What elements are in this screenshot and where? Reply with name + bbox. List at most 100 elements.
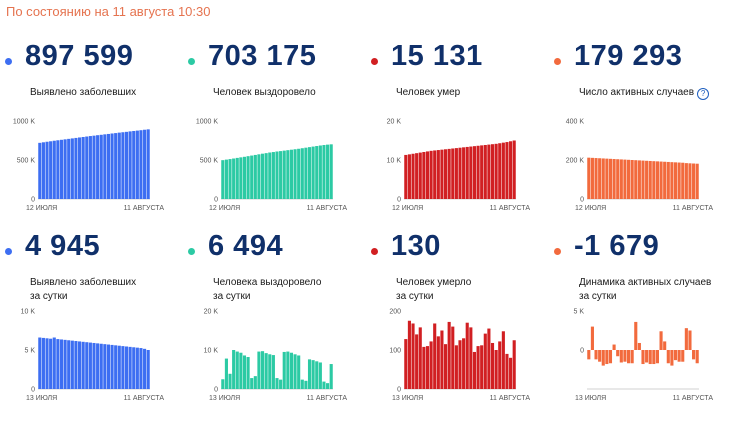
chart-bar — [246, 156, 250, 199]
chart-bar — [279, 151, 283, 199]
question-circle-icon[interactable]: ? — [697, 88, 710, 100]
card-label: Человека выздоровело за сутки — [213, 277, 322, 302]
chart-bar — [666, 161, 670, 199]
chart-bar — [677, 162, 681, 199]
chart-bar — [96, 135, 100, 199]
chart-bar — [88, 136, 92, 199]
chart-bar — [666, 350, 670, 364]
chart-bar — [77, 341, 82, 389]
chart-bar — [616, 159, 620, 199]
chart-bar — [264, 153, 268, 199]
chart-bar — [601, 350, 605, 366]
chart-bar — [494, 350, 498, 389]
chart-bar — [472, 351, 477, 389]
update-timestamp: По состоянию на 11 августа 10:30 — [6, 4, 211, 19]
chart-bar — [487, 144, 491, 199]
series-color-dot — [188, 248, 195, 255]
chart-bar — [70, 340, 74, 389]
chart-bar — [297, 148, 301, 199]
chart-bar — [663, 341, 667, 350]
x-tick-label: 11 АВГУСТА — [124, 395, 165, 402]
chart-bar — [139, 130, 143, 199]
y-tick-label: 500 K — [17, 158, 36, 165]
chart-bar — [404, 339, 408, 389]
chart-bar — [634, 160, 638, 199]
chart-bar — [454, 148, 458, 199]
y-tick-label: 200 — [389, 309, 401, 316]
y-tick-label: 5 K — [24, 348, 35, 355]
chart-daily-recovered: 20 K 10 K 013 ИЮЛЯ 11 АВГУСТА — [204, 309, 348, 403]
chart-bar — [433, 323, 437, 389]
chart-bar — [673, 162, 678, 199]
chart-bar — [433, 150, 437, 199]
chart-bar — [476, 346, 480, 389]
series-color-dot — [371, 248, 378, 255]
card-daily-active-change: -1 679 Динамика активных случаев за сутки… — [549, 228, 729, 433]
chart-bar — [110, 133, 114, 199]
chart-bar — [634, 321, 638, 350]
chart-bar — [128, 346, 132, 389]
chart-bar — [307, 359, 312, 389]
chart-bar — [645, 350, 649, 363]
chart-bar — [505, 142, 509, 199]
chart-bar — [512, 340, 516, 389]
chart-bar — [411, 323, 415, 389]
card-total-cases: 897 599 Выявлено заболевших 1000 K 500 K 0… — [0, 38, 180, 243]
chart-bar — [623, 350, 627, 362]
chart-bar — [81, 136, 85, 199]
chart-bar — [498, 143, 502, 199]
chart-bar — [139, 348, 143, 389]
chart-bar — [282, 150, 286, 199]
chart-bar — [623, 159, 627, 199]
chart-bar — [235, 351, 239, 389]
chart-bar — [38, 337, 42, 389]
chart-bar — [92, 342, 96, 389]
chart-bar — [228, 159, 232, 199]
chart-bar — [483, 144, 487, 199]
chart-bar — [293, 354, 297, 389]
chart-bar — [286, 351, 290, 389]
chart-bar — [501, 142, 505, 199]
y-tick-label: 400 K — [566, 119, 585, 126]
chart-bar — [641, 160, 645, 199]
chart-bar — [462, 338, 466, 389]
chart-bar — [246, 357, 250, 389]
y-tick-label: 0 — [397, 197, 401, 204]
card-label: Число активных случаев? — [579, 86, 710, 100]
chart-bar — [239, 157, 243, 199]
chart-bar — [670, 350, 674, 366]
chart-bar — [329, 144, 333, 199]
chart-bar — [275, 151, 279, 199]
y-tick-label: 100 — [389, 348, 401, 355]
card-daily-recovered: 6 494 Человека выздоровело за сутки 20 K 1… — [183, 228, 363, 433]
y-tick-label: 20 K — [204, 309, 219, 316]
chart-bar — [494, 143, 498, 199]
chart-bar — [447, 321, 451, 389]
y-tick-label: 0 — [31, 197, 35, 204]
chart-bar — [415, 153, 419, 199]
y-tick-label: 0 — [214, 197, 218, 204]
chart-bar — [652, 350, 656, 365]
card-value: 179 293 — [574, 40, 683, 72]
chart-bar — [99, 343, 103, 389]
chart-bar — [436, 150, 440, 199]
chart-bar — [311, 360, 315, 389]
chart-daily-active-change: 5 K 0 13 ИЮЛЯ 11 АВГУСТА — [573, 309, 714, 403]
chart-bar — [96, 343, 100, 389]
x-tick-label: 11 АВГУСТА — [673, 395, 714, 402]
chart-bar — [659, 161, 663, 199]
chart-bar — [59, 139, 64, 199]
chart-bar — [322, 145, 326, 199]
card-label: Человек умерло за сутки — [396, 277, 472, 302]
chart-bar — [655, 350, 660, 364]
chart-bar — [608, 350, 613, 364]
chart-bar — [692, 163, 696, 199]
chart-bar — [684, 163, 688, 199]
chart-bar — [326, 383, 330, 389]
chart-bar — [224, 358, 228, 389]
chart-bar — [458, 147, 462, 199]
card-daily-cases: 4 945 Выявлено заболевших за сутки 10 K 5 … — [0, 228, 180, 433]
chart-bar — [605, 350, 609, 365]
y-tick-label: 10 K — [21, 309, 36, 316]
chart-bar — [329, 364, 333, 389]
